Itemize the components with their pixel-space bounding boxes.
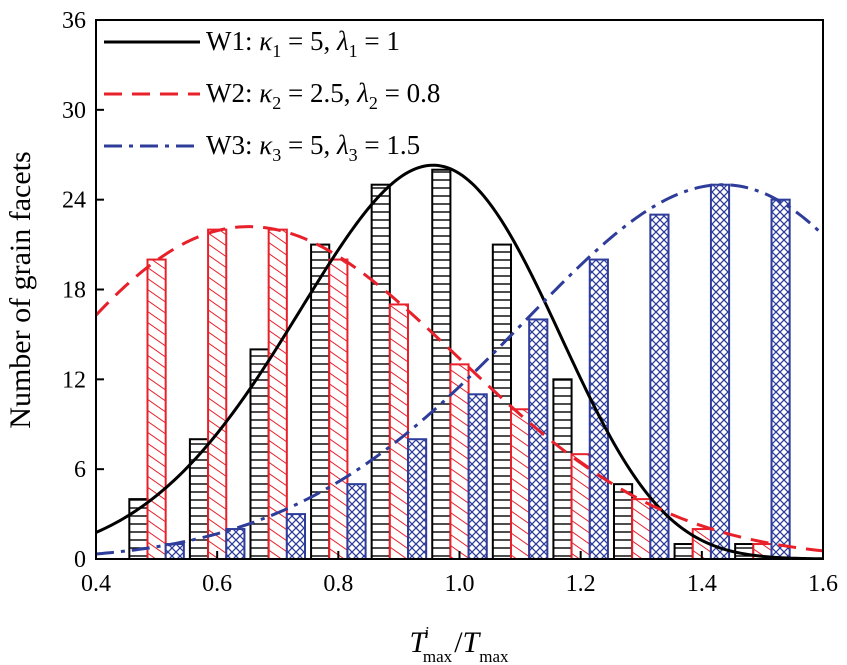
bar-w1 xyxy=(370,183,391,560)
x-tick-label: 0.8 xyxy=(323,571,353,597)
curve-w3 xyxy=(96,183,823,556)
y-tick-label: 0 xyxy=(74,547,86,573)
legend-label-w2: W2: κ2 = 2.5, λ2 = 0.8 xyxy=(206,78,440,113)
bar-w3 xyxy=(709,183,731,560)
bar-w2 xyxy=(146,258,167,560)
axis-ticks-layer: 0.4 0.6 0.8 1.0 1.2 1.4 1.6 0 6 12 18 24 30 36 xyxy=(62,8,838,597)
bar-w3 xyxy=(588,258,609,560)
x-tick-label: 1.2 xyxy=(566,571,596,597)
bar-w2 xyxy=(509,408,531,560)
bar-w3 xyxy=(407,438,428,561)
bar-w3 xyxy=(285,513,307,560)
bar-w1 xyxy=(552,378,573,561)
y-tick-label: 12 xyxy=(62,367,86,393)
y-tick-label: 18 xyxy=(62,278,86,304)
bar-w1 xyxy=(249,348,270,560)
x-tick-label: 0.6 xyxy=(202,571,232,597)
bar-w2 xyxy=(570,453,591,561)
bar-w3 xyxy=(770,198,791,561)
curve-w1 xyxy=(96,163,823,559)
bar-w1 xyxy=(431,168,452,560)
x-label-numerator: T xyxy=(409,626,428,659)
x-label-separator: / xyxy=(454,626,463,659)
x-tick-label: 1.6 xyxy=(808,571,838,597)
bar-w2 xyxy=(207,228,228,560)
bar-w1 xyxy=(491,243,512,560)
bar-w3 xyxy=(528,318,549,561)
legend: W1: κ1 = 5, λ1 = 1 W2: κ2 = 2.5, λ2 = 0.8… xyxy=(104,26,440,165)
x-label-numerator-sup: i xyxy=(424,623,429,642)
bar-w2 xyxy=(631,498,652,561)
bar-w1 xyxy=(310,243,331,560)
bar-w1 xyxy=(673,543,694,560)
legend-label-w1: W1: κ1 = 5, λ1 = 1 xyxy=(206,26,400,61)
y-tick-label: 24 xyxy=(62,188,86,214)
y-axis-label: Number of grain facets xyxy=(4,151,37,428)
bars-layer xyxy=(128,168,791,561)
x-label-denominator-sub: max xyxy=(479,647,509,665)
y-tick-label: 36 xyxy=(62,8,86,34)
legend-label-w3: W3: κ3 = 5, λ3 = 1.5 xyxy=(206,130,420,165)
bar-w3 xyxy=(467,393,488,560)
x-label-numerator-sub: max xyxy=(423,647,453,665)
x-tick-label: 0.4 xyxy=(81,571,111,597)
curve-w2 xyxy=(96,225,823,553)
x-label-denominator: T xyxy=(463,626,482,659)
curves-layer xyxy=(96,163,823,559)
bar-w2 xyxy=(328,258,349,560)
x-tick-label: 1.4 xyxy=(687,571,717,597)
y-tick-label: 30 xyxy=(62,98,86,124)
bar-w2 xyxy=(388,303,410,560)
bar-w3 xyxy=(164,543,185,560)
x-tick-label: 1.0 xyxy=(445,571,475,597)
bar-w3 xyxy=(346,483,367,560)
y-tick-label: 6 xyxy=(74,457,86,483)
bar-w3 xyxy=(225,528,246,560)
x-axis-label: Ti max/Tmax xyxy=(409,623,509,665)
